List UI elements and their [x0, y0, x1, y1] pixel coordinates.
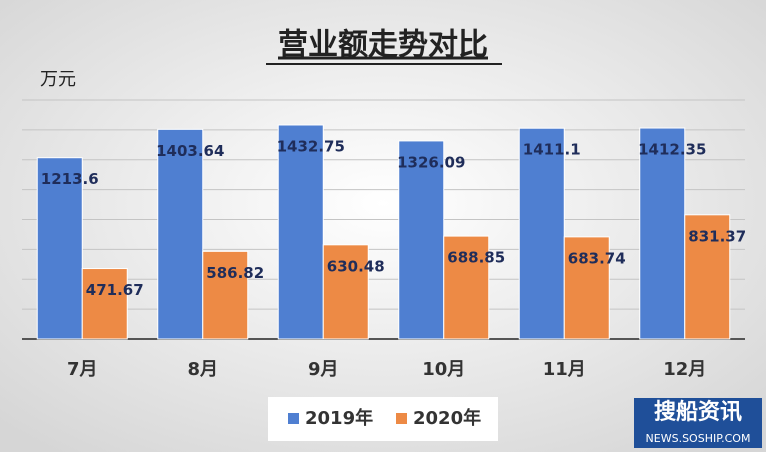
value-label: 1403.64	[156, 142, 224, 160]
value-label: 688.85	[447, 249, 505, 267]
bar	[157, 128, 204, 340]
watermark-url: NEWS.SOSHIP.COM	[646, 432, 751, 445]
legend-swatch	[396, 413, 407, 424]
y-axis-label: 万元	[40, 69, 76, 90]
bar	[322, 244, 369, 340]
legend-box	[268, 397, 498, 441]
x-tick-label: 11月	[543, 359, 586, 380]
value-label: 1411.1	[523, 141, 581, 159]
value-label: 1326.09	[397, 153, 465, 171]
bar	[398, 140, 445, 340]
bar	[518, 127, 565, 340]
bar	[36, 157, 83, 340]
x-tick-label: 8月	[187, 359, 218, 380]
x-tick-label: 9月	[308, 359, 339, 380]
value-label: 1213.6	[41, 170, 99, 188]
value-label: 1412.35	[638, 141, 706, 159]
bar	[563, 236, 610, 340]
bar	[277, 124, 324, 340]
x-tick-label: 10月	[422, 359, 465, 380]
bar	[639, 127, 686, 340]
value-label: 831.37	[688, 227, 746, 245]
bar	[202, 250, 249, 340]
bar	[684, 214, 731, 340]
chart-title: 营业额走势对比	[278, 28, 488, 63]
value-label: 683.74	[568, 249, 626, 267]
x-tick-label: 12月	[663, 359, 706, 380]
x-tick-label: 7月	[67, 359, 98, 380]
bar	[443, 235, 490, 340]
legend-label: 2019年	[305, 407, 373, 429]
value-label: 1432.75	[277, 137, 345, 155]
bar	[81, 268, 128, 340]
legend-label: 2020年	[413, 407, 481, 429]
legend-swatch	[288, 413, 299, 424]
value-label: 586.82	[206, 264, 264, 282]
watermark-text: 搜船资讯	[654, 399, 742, 425]
watermark-box	[634, 398, 762, 448]
value-label: 471.67	[86, 281, 144, 299]
value-label: 630.48	[327, 257, 385, 275]
